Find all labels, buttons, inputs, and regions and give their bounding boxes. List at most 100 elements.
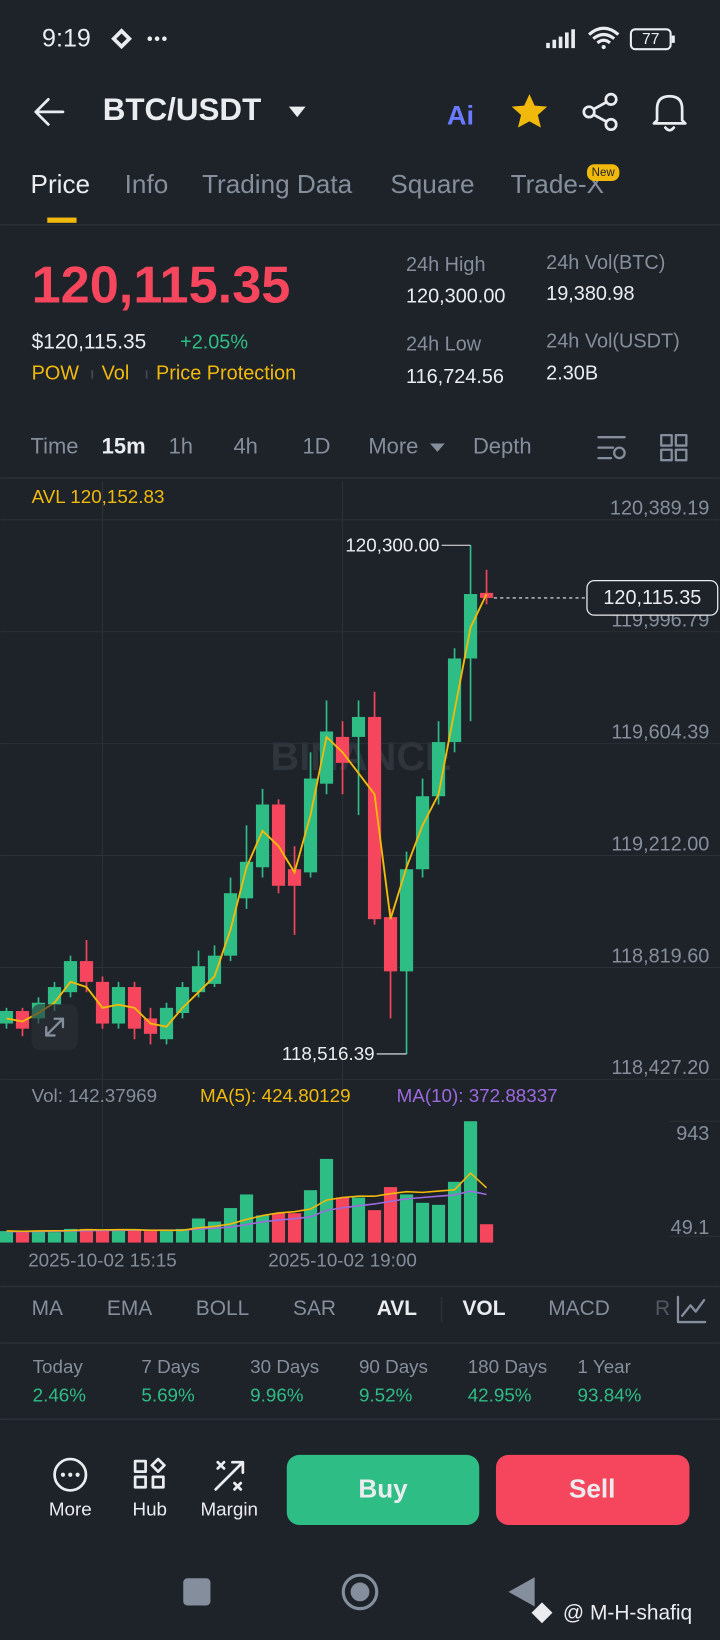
notification-bell[interactable]: [652, 94, 687, 132]
more-icon[interactable]: [53, 1457, 88, 1492]
layout-toggle[interactable]: [660, 433, 688, 462]
performance-label: 180 Days: [468, 1356, 547, 1377]
volume-bar: [367, 1210, 382, 1243]
performance-value: 42.95%: [468, 1384, 532, 1405]
ma10-label: MA(10): 372.88337: [397, 1085, 558, 1106]
stat-label: 24h Low: [406, 333, 482, 355]
stats: 24h High 120,300.00 24h Vol(BTC) 19,380.98 2…: [406, 252, 680, 388]
volume-bar: [159, 1231, 174, 1243]
tag[interactable]: POW: [32, 363, 80, 385]
candle-body: [383, 917, 398, 972]
volume-bar: [47, 1232, 62, 1243]
stat-value: 2.30B: [546, 363, 598, 385]
indicator-settings[interactable]: [676, 1295, 707, 1324]
interval[interactable]: More: [368, 433, 418, 458]
tab[interactable]: Square: [390, 169, 474, 199]
share-button[interactable]: [582, 92, 618, 132]
status-time: 9:19: [42, 24, 91, 52]
volume-bar: [239, 1194, 254, 1243]
volume-bar: [431, 1204, 446, 1243]
interval[interactable]: 1h: [169, 433, 193, 458]
indicator[interactable]: EMA: [107, 1297, 152, 1320]
action-label[interactable]: Margin: [201, 1498, 259, 1519]
credit: @ M-H-shafiq: [563, 1601, 692, 1624]
new-badge: [586, 164, 620, 181]
volume-bar: [463, 1121, 478, 1243]
volume-bar: [143, 1231, 158, 1243]
indicator-bar: MA EMA BOLL SAR AVL VOL MACD R: [32, 1297, 670, 1320]
volume-bar: [175, 1228, 190, 1243]
tag[interactable]: Vol: [102, 363, 130, 385]
indicator[interactable]: VOL: [463, 1297, 506, 1320]
candle-body: [63, 961, 78, 993]
interval[interactable]: 4h: [233, 433, 257, 458]
volume-bar: [415, 1202, 430, 1243]
volume-bar: [111, 1229, 126, 1243]
vol-tick-label: 943: [676, 1123, 709, 1145]
performance-value: 5.69%: [141, 1384, 195, 1405]
tab[interactable]: Price: [31, 169, 91, 199]
interval[interactable]: 1D: [302, 433, 330, 458]
pair-dropdown[interactable]: [288, 106, 306, 118]
y-tick-label: 118,819.60: [611, 945, 709, 967]
candle-body: [319, 731, 334, 784]
candle-body: [415, 796, 430, 870]
indicator[interactable]: SAR: [293, 1297, 336, 1320]
indicator[interactable]: AVL: [377, 1297, 417, 1320]
margin-icon[interactable]: [214, 1460, 245, 1491]
indicator[interactable]: MACD: [548, 1297, 610, 1320]
interval[interactable]: 15m: [102, 433, 146, 458]
volume-bar: [95, 1229, 110, 1243]
tags: POW Vol Price Protection: [32, 363, 297, 385]
volume-bar: [287, 1213, 302, 1243]
performance-value: 2.46%: [33, 1384, 87, 1405]
nav-home[interactable]: [341, 1573, 379, 1611]
candle-body: [399, 869, 414, 972]
back-button[interactable]: [34, 98, 65, 126]
interval[interactable]: Time: [31, 433, 79, 458]
nav-back[interactable]: [508, 1577, 535, 1607]
more-dropdown[interactable]: [430, 443, 445, 452]
action-label[interactable]: More: [49, 1498, 92, 1519]
stat-label: 24h Vol(BTC): [546, 252, 665, 274]
performance-value: 9.96%: [250, 1384, 304, 1405]
last-price-box: [586, 580, 719, 616]
ma5-label: MA(5): 424.80129: [200, 1085, 351, 1106]
volume-bar: [255, 1215, 270, 1243]
volume-bar: [207, 1221, 222, 1243]
new-badge-text: New: [592, 167, 616, 179]
volume-bar: [383, 1187, 398, 1243]
tab[interactable]: Info: [125, 169, 169, 199]
indicator[interactable]: MA: [32, 1297, 63, 1320]
stat-value: 120,300.00: [406, 285, 505, 307]
buy-button[interactable]: [286, 1454, 480, 1525]
volume-bar: [63, 1228, 78, 1243]
expand-button[interactable]: [31, 1004, 78, 1051]
volume-label: Vol: 142.37969: [32, 1085, 158, 1106]
action-label[interactable]: Hub: [133, 1498, 168, 1519]
tag[interactable]: Price Protection: [156, 363, 296, 385]
vol-tick-label: 49.1: [671, 1217, 710, 1239]
volume-bar: [0, 1231, 14, 1243]
sell-label[interactable]: Sell: [569, 1473, 615, 1503]
volume-bar: [191, 1218, 206, 1243]
buy-label[interactable]: Buy: [358, 1473, 408, 1503]
pair-title[interactable]: BTC/USDT: [103, 92, 262, 127]
price-change: +2.05%: [180, 331, 248, 353]
candle-body: [447, 658, 462, 743]
ai-button[interactable]: Ai: [447, 99, 474, 130]
candle-body: [287, 869, 302, 886]
hub-icon[interactable]: [133, 1457, 166, 1489]
interval[interactable]: Depth: [473, 433, 532, 458]
chart-settings[interactable]: [597, 436, 626, 460]
indicator[interactable]: BOLL: [196, 1297, 249, 1320]
candle-body: [191, 966, 206, 993]
candle-body: [15, 1010, 30, 1029]
sell-button[interactable]: [495, 1454, 690, 1525]
favorite-star[interactable]: [511, 94, 548, 128]
indicator[interactable]: R: [655, 1297, 670, 1320]
tab[interactable]: Trading Data: [202, 169, 353, 199]
volume-bar: [351, 1197, 366, 1243]
nav-recents[interactable]: [183, 1578, 211, 1606]
